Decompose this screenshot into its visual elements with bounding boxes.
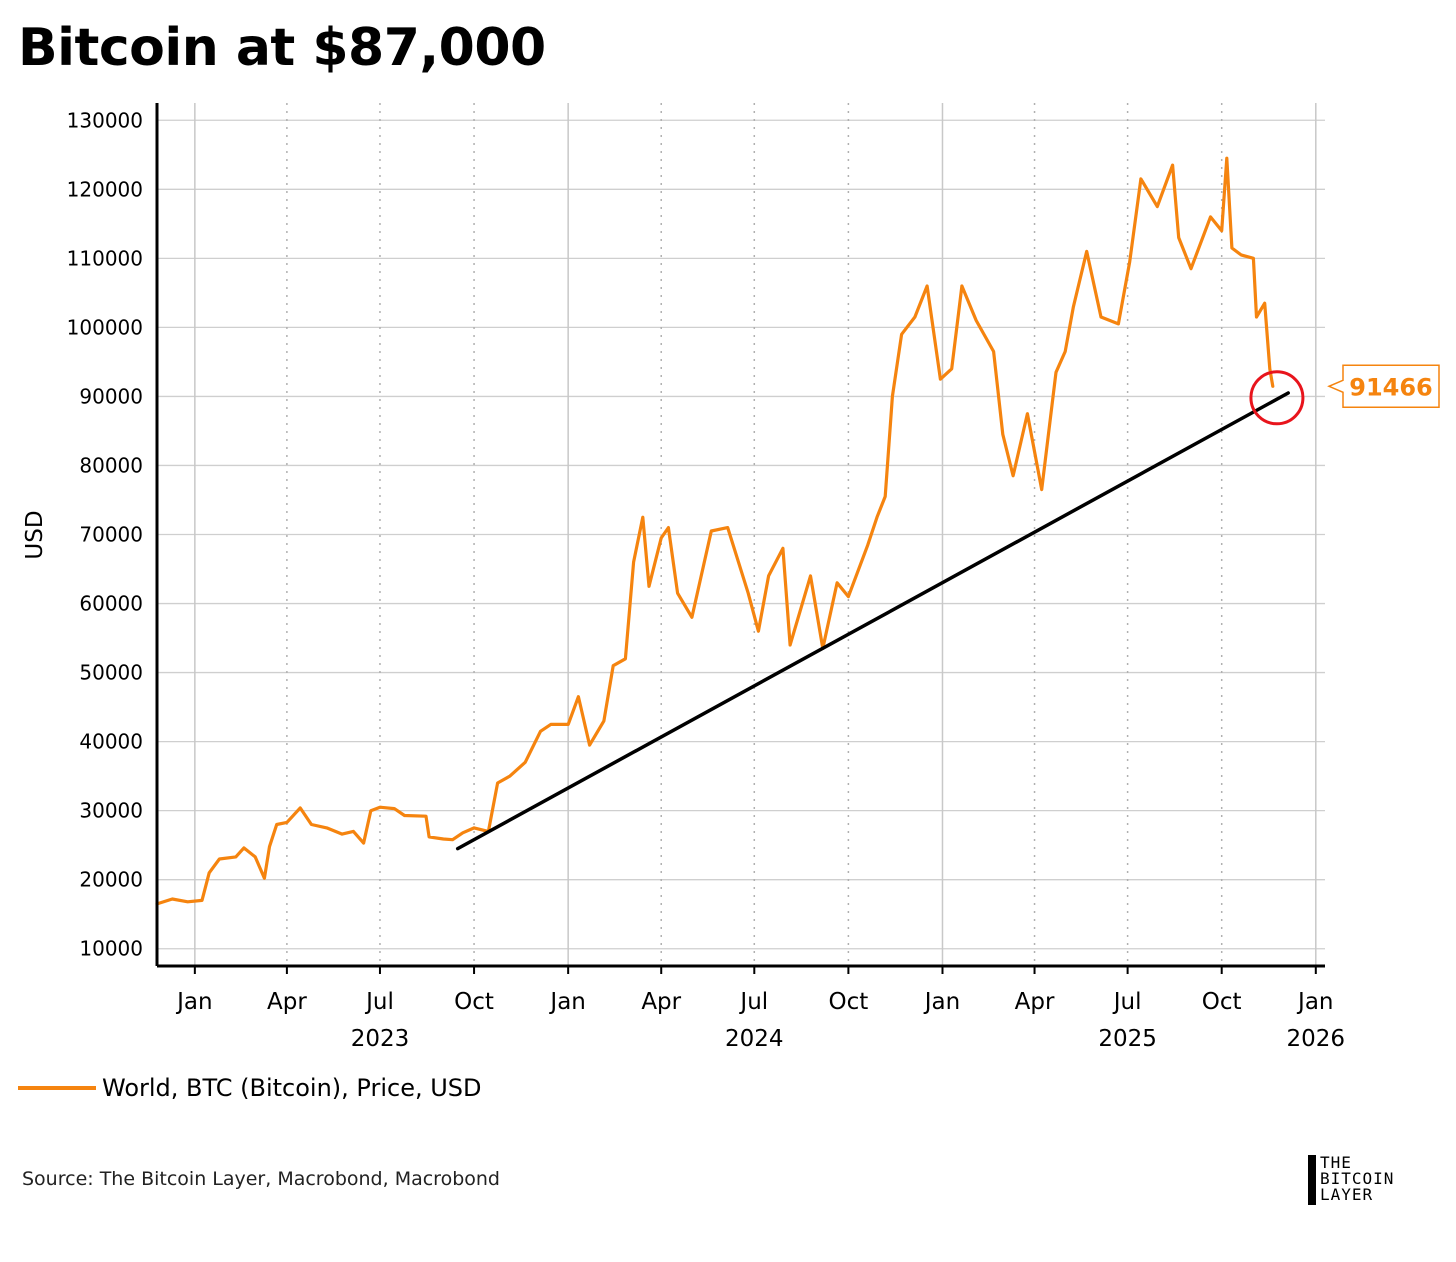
btc-price-chart: 10000 20000 30000 40000 50000 60000 70000 80000… [22,103,1440,1052]
x-tick-label: Apr [641,989,681,1015]
highlight-circle [1249,370,1305,426]
y-tick-label: 50000 [79,661,143,685]
y-tick-label: 70000 [79,523,143,547]
legend-label: World, BTC (Bitcoin), Price, USD [102,1074,482,1102]
x-tick-label: Oct [828,989,868,1015]
x-tick-label: Jul [1112,989,1142,1015]
btc-price-line [155,156,1275,906]
annotation-layer: 91466 [1249,364,1440,426]
x-tick-label: Jan [923,989,960,1015]
axis-layer: 10000 20000 30000 40000 50000 60000 70000 80000… [67,103,1345,1052]
chart-title: Bitcoin at $87,000 [18,18,546,78]
y-tick-label: 60000 [79,592,143,616]
y-axis-label: USD [22,510,48,559]
x-tick-label: Jan [1296,989,1333,1015]
x-tick-label: Apr [1015,989,1055,1015]
grid-layer [157,103,1325,966]
y-tick-label: 10000 [79,937,143,961]
logo-text: THE BITCOIN LAYER [1320,1155,1394,1207]
x-tick-label: Apr [267,989,307,1015]
series-layer [155,156,1290,906]
last-value-callout [1327,364,1440,409]
logo-line: BITCOIN [1320,1169,1395,1188]
x-tick-label: Jan [175,989,212,1015]
y-tick-label: 90000 [79,384,143,408]
x-tick-label: Jan [548,989,585,1015]
y-tick-label: 130000 [67,108,143,132]
y-tick-label: 20000 [79,868,143,892]
x-tick-label: Jul [738,989,768,1015]
source-note: Source: The Bitcoin Layer, Macrobond, Ma… [22,1168,500,1190]
legend-swatch [18,1086,96,1090]
x-year-label: 2026 [1287,1026,1346,1052]
x-year-label: 2025 [1098,1026,1157,1052]
legend: World, BTC (Bitcoin), Price, USD [18,1074,482,1102]
y-tick-label: 110000 [67,246,143,270]
x-year-label: 2023 [351,1026,410,1052]
y-tick-label: 80000 [79,453,143,477]
bitcoin-layer-logo: THE BITCOIN LAYER [1308,1155,1394,1207]
x-year-label: 2024 [725,1026,784,1052]
y-tick-label: 30000 [79,799,143,823]
logo-bar [1308,1155,1316,1205]
logo-line: LAYER [1320,1185,1374,1204]
logo-line: THE [1320,1153,1352,1172]
x-tick-label: Jul [364,989,394,1015]
last-value-label: 91466 [1349,373,1433,401]
support-trend-line [455,391,1290,851]
y-tick-label: 120000 [67,177,143,201]
y-tick-label: 100000 [67,315,143,339]
x-tick-label: Oct [454,989,494,1015]
y-tick-label: 40000 [79,730,143,754]
x-tick-label: Oct [1202,989,1242,1015]
